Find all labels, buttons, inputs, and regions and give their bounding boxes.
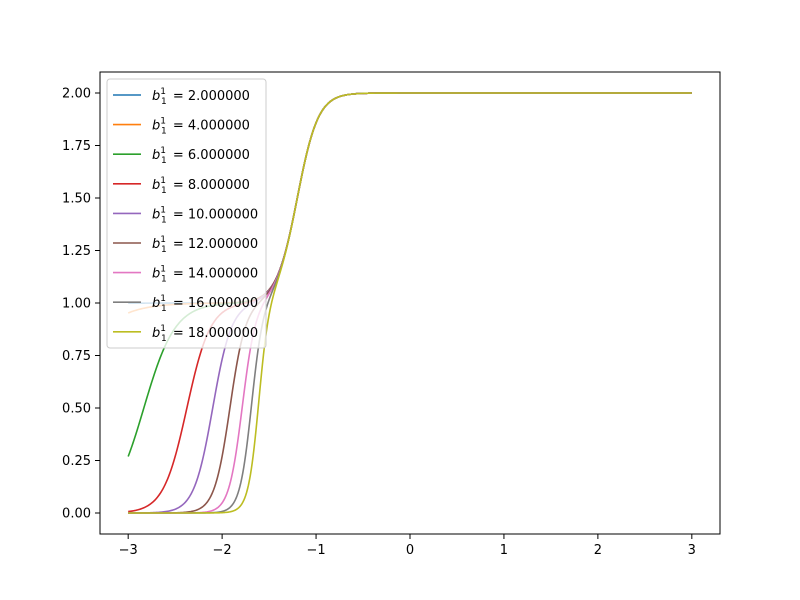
x-axis-ticks: −3 −2 −1 0 1 2 3 xyxy=(119,534,696,558)
y-tick-label: 1.25 xyxy=(62,244,91,259)
x-tick-label: 0 xyxy=(406,543,414,558)
legend-label-3: b1 1 = 8.000000 xyxy=(152,176,250,196)
y-tick-label: 0.75 xyxy=(62,349,91,364)
legend-label-8: b1 1 = 18.000000 xyxy=(152,324,258,344)
legend-label-0: b1 1 = 2.000000 xyxy=(152,87,250,107)
legend: b1 1 = 2.000000 b1 1 = 4.000000 b1 1 = 6.0000… xyxy=(106,78,267,349)
y-axis-ticks: 0.00 0.25 0.50 0.75 1.00 1.25 1.50 1.75 2.00 xyxy=(62,87,100,522)
legend-label-1: b1 1 = 4.000000 xyxy=(152,117,250,137)
x-tick-label: −2 xyxy=(213,543,232,558)
legend-label-4: b1 1 = 10.000000 xyxy=(152,205,258,225)
y-tick-label: 0.00 xyxy=(62,507,91,522)
legend-label-6: b1 1 = 14.000000 xyxy=(152,265,258,285)
x-tick-label: −1 xyxy=(306,543,325,558)
y-tick-label: 1.00 xyxy=(62,297,91,312)
y-tick-label: 0.50 xyxy=(62,402,91,417)
legend-label-2: b1 1 = 6.000000 xyxy=(152,146,250,166)
legend-label-5: b1 1 = 12.000000 xyxy=(152,235,258,255)
x-tick-label: 2 xyxy=(594,543,602,558)
legend-label-7: b1 1 = 16.000000 xyxy=(152,294,258,314)
y-tick-label: 1.50 xyxy=(62,192,91,207)
y-tick-label: 0.25 xyxy=(62,454,91,469)
y-tick-label: 1.75 xyxy=(62,139,91,154)
series-line-8 xyxy=(128,92,692,514)
legend-box xyxy=(106,78,267,349)
x-tick-label: 1 xyxy=(500,543,508,558)
y-tick-label: 2.00 xyxy=(62,87,91,102)
x-tick-label: −3 xyxy=(119,543,138,558)
x-tick-label: 3 xyxy=(688,543,696,558)
